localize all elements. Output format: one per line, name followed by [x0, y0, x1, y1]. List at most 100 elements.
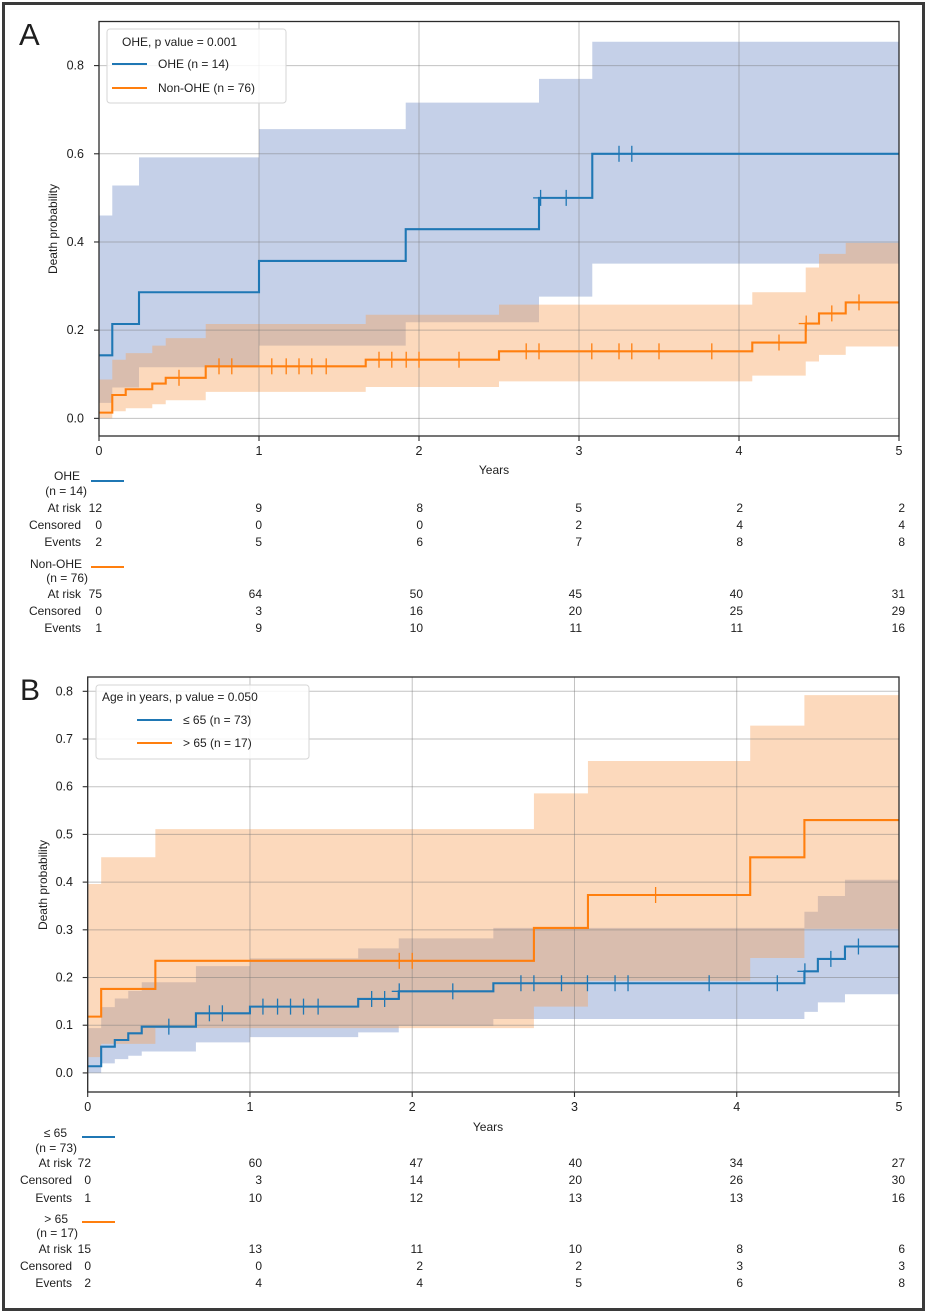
censor-mark	[607, 975, 623, 992]
risk-row-label: Censored	[29, 604, 81, 618]
x-tick-label: 1	[256, 444, 263, 458]
risk-table-cell: 11	[731, 621, 744, 635]
risk-table-cell: 2	[416, 1259, 423, 1273]
risk-table-cell: 1	[84, 1191, 91, 1205]
y-tick-label: 0.0	[67, 411, 84, 425]
risk-table-cell: 40	[569, 1156, 583, 1170]
censor-mark	[624, 145, 640, 162]
confidence-band	[87, 695, 899, 1058]
risk-table-row: At risk 72 60 47 40 34 27	[39, 1156, 906, 1170]
x-tick-label: 2	[409, 1100, 416, 1114]
risk-table-cell: 15	[78, 1242, 92, 1256]
censor-mark	[798, 315, 814, 332]
censor-mark	[611, 343, 627, 360]
risk-row-label: Events	[44, 621, 81, 635]
censor-mark	[371, 351, 387, 368]
risk-table-cell: 1	[95, 621, 102, 635]
censor-mark	[214, 1005, 230, 1022]
risk-table-cell: 0	[255, 1259, 262, 1273]
panel-label: A	[19, 17, 40, 52]
risk-table-cell: 2	[84, 1276, 91, 1290]
censor-mark	[296, 998, 312, 1015]
legend-title: Age in years, p value = 0.050	[102, 690, 258, 704]
x-tick-label: 2	[416, 444, 423, 458]
censor-mark	[553, 975, 569, 992]
censor-mark	[651, 343, 667, 360]
survival-step-curve	[87, 819, 899, 1018]
risk-table-cell: 25	[730, 604, 744, 618]
risk-table-cell: 12	[410, 1191, 424, 1205]
risk-group-name: Non-OHE	[30, 557, 82, 571]
risk-table-group: > 65(n = 17) At risk 15 13 11 10 8 6 Censored 0 0 2…	[20, 1212, 905, 1290]
risk-table-cell: 31	[892, 587, 906, 601]
censor-mark	[850, 938, 866, 955]
censor-mark	[391, 952, 407, 969]
censor-mark	[264, 358, 280, 375]
risk-table-cell: 3	[255, 604, 262, 618]
y-tick-label: 0.5	[56, 827, 73, 841]
x-tick-label: 3	[571, 1100, 578, 1114]
risk-table-cell: 4	[416, 1276, 423, 1290]
censor-mark	[771, 334, 787, 351]
risk-group-count: (n = 14)	[45, 484, 87, 498]
censor-mark	[377, 990, 393, 1007]
confidence-bands	[87, 695, 899, 1073]
censor-mark	[304, 358, 320, 375]
x-tick-label: 5	[896, 444, 903, 458]
y-axis-label: Death probability	[46, 184, 60, 274]
x-tick-label: 0	[96, 444, 103, 458]
risk-group-count: (n = 76)	[46, 571, 88, 585]
legend-entry: ≤ 65 (n = 73)	[137, 713, 251, 727]
panel-b-chart: B0.00.10.20.30.40.50.60.70.80 1 2 3 4 5YearsD…	[20, 674, 905, 1290]
risk-group-count: (n = 73)	[35, 1141, 77, 1155]
panel-label: B	[20, 674, 40, 707]
y-tick-label: 0.4	[56, 875, 73, 889]
risk-table-row: Events 2 5 6 7 8 8	[44, 535, 905, 549]
risk-table-cell: 3	[898, 1259, 905, 1273]
censor-mark	[411, 351, 427, 368]
y-tick-label: 0.0	[56, 1066, 73, 1080]
risk-table-cell: 26	[730, 1173, 744, 1187]
legend-entry: OHE (n = 14)	[112, 57, 229, 71]
risk-table-cell: 6	[898, 1242, 905, 1256]
risk-table-row: At risk 75 64 50 45 40 31	[48, 587, 906, 601]
legend-box	[95, 684, 310, 760]
risk-table-cell: 2	[736, 501, 743, 515]
censor-mark	[364, 990, 380, 1007]
risk-table-cell: 10	[249, 1191, 263, 1205]
censor-mark	[211, 358, 227, 375]
y-tick-label: 0.2	[67, 323, 84, 337]
risk-table-cell: 16	[892, 1191, 906, 1205]
legend-entry-label: Non-OHE (n = 76)	[158, 81, 255, 95]
risk-table-cell: 8	[416, 501, 423, 515]
censor-mark	[769, 975, 785, 992]
risk-table-cell: 29	[892, 604, 906, 618]
legend: Age in years, p value = 0.050 ≤ 65 (n = 7…	[95, 684, 310, 760]
censor-mark	[704, 343, 720, 360]
risk-table-cell: 4	[736, 518, 743, 532]
risk-table-group: ≤ 65(n = 73)At risk 72 60 47 40 34 27 Censored 0…	[20, 1126, 905, 1205]
risk-row-label: At risk	[39, 1242, 73, 1256]
risk-table-cell: 27	[892, 1156, 906, 1170]
censor-mark	[318, 358, 334, 375]
risk-group-name: OHE	[54, 469, 80, 483]
confidence-bands	[99, 41, 899, 419]
censor-mark	[255, 998, 271, 1015]
censor-mark	[533, 189, 549, 206]
y-tick-label: 0.4	[67, 235, 84, 249]
risk-table-group: Non-OHE(n = 76) At risk 75 64 50 45 40 31 Censor…	[29, 557, 905, 635]
risk-table-cell: 9	[255, 621, 262, 635]
risk-table-cell: 16	[892, 621, 906, 635]
risk-row-label: At risk	[48, 587, 82, 601]
x-tick-label: 4	[736, 444, 743, 458]
legend-entry-label: ≤ 65 (n = 73)	[183, 713, 251, 727]
censor-mark	[224, 358, 240, 375]
risk-table-cell: 30	[892, 1173, 906, 1187]
risk-table-cell: 0	[84, 1259, 91, 1273]
censor-mark	[384, 351, 400, 368]
y-tick-label: 0.7	[56, 732, 73, 746]
censor-mark	[701, 975, 717, 992]
censor-mark	[201, 1005, 217, 1022]
censor-mark	[620, 975, 636, 992]
